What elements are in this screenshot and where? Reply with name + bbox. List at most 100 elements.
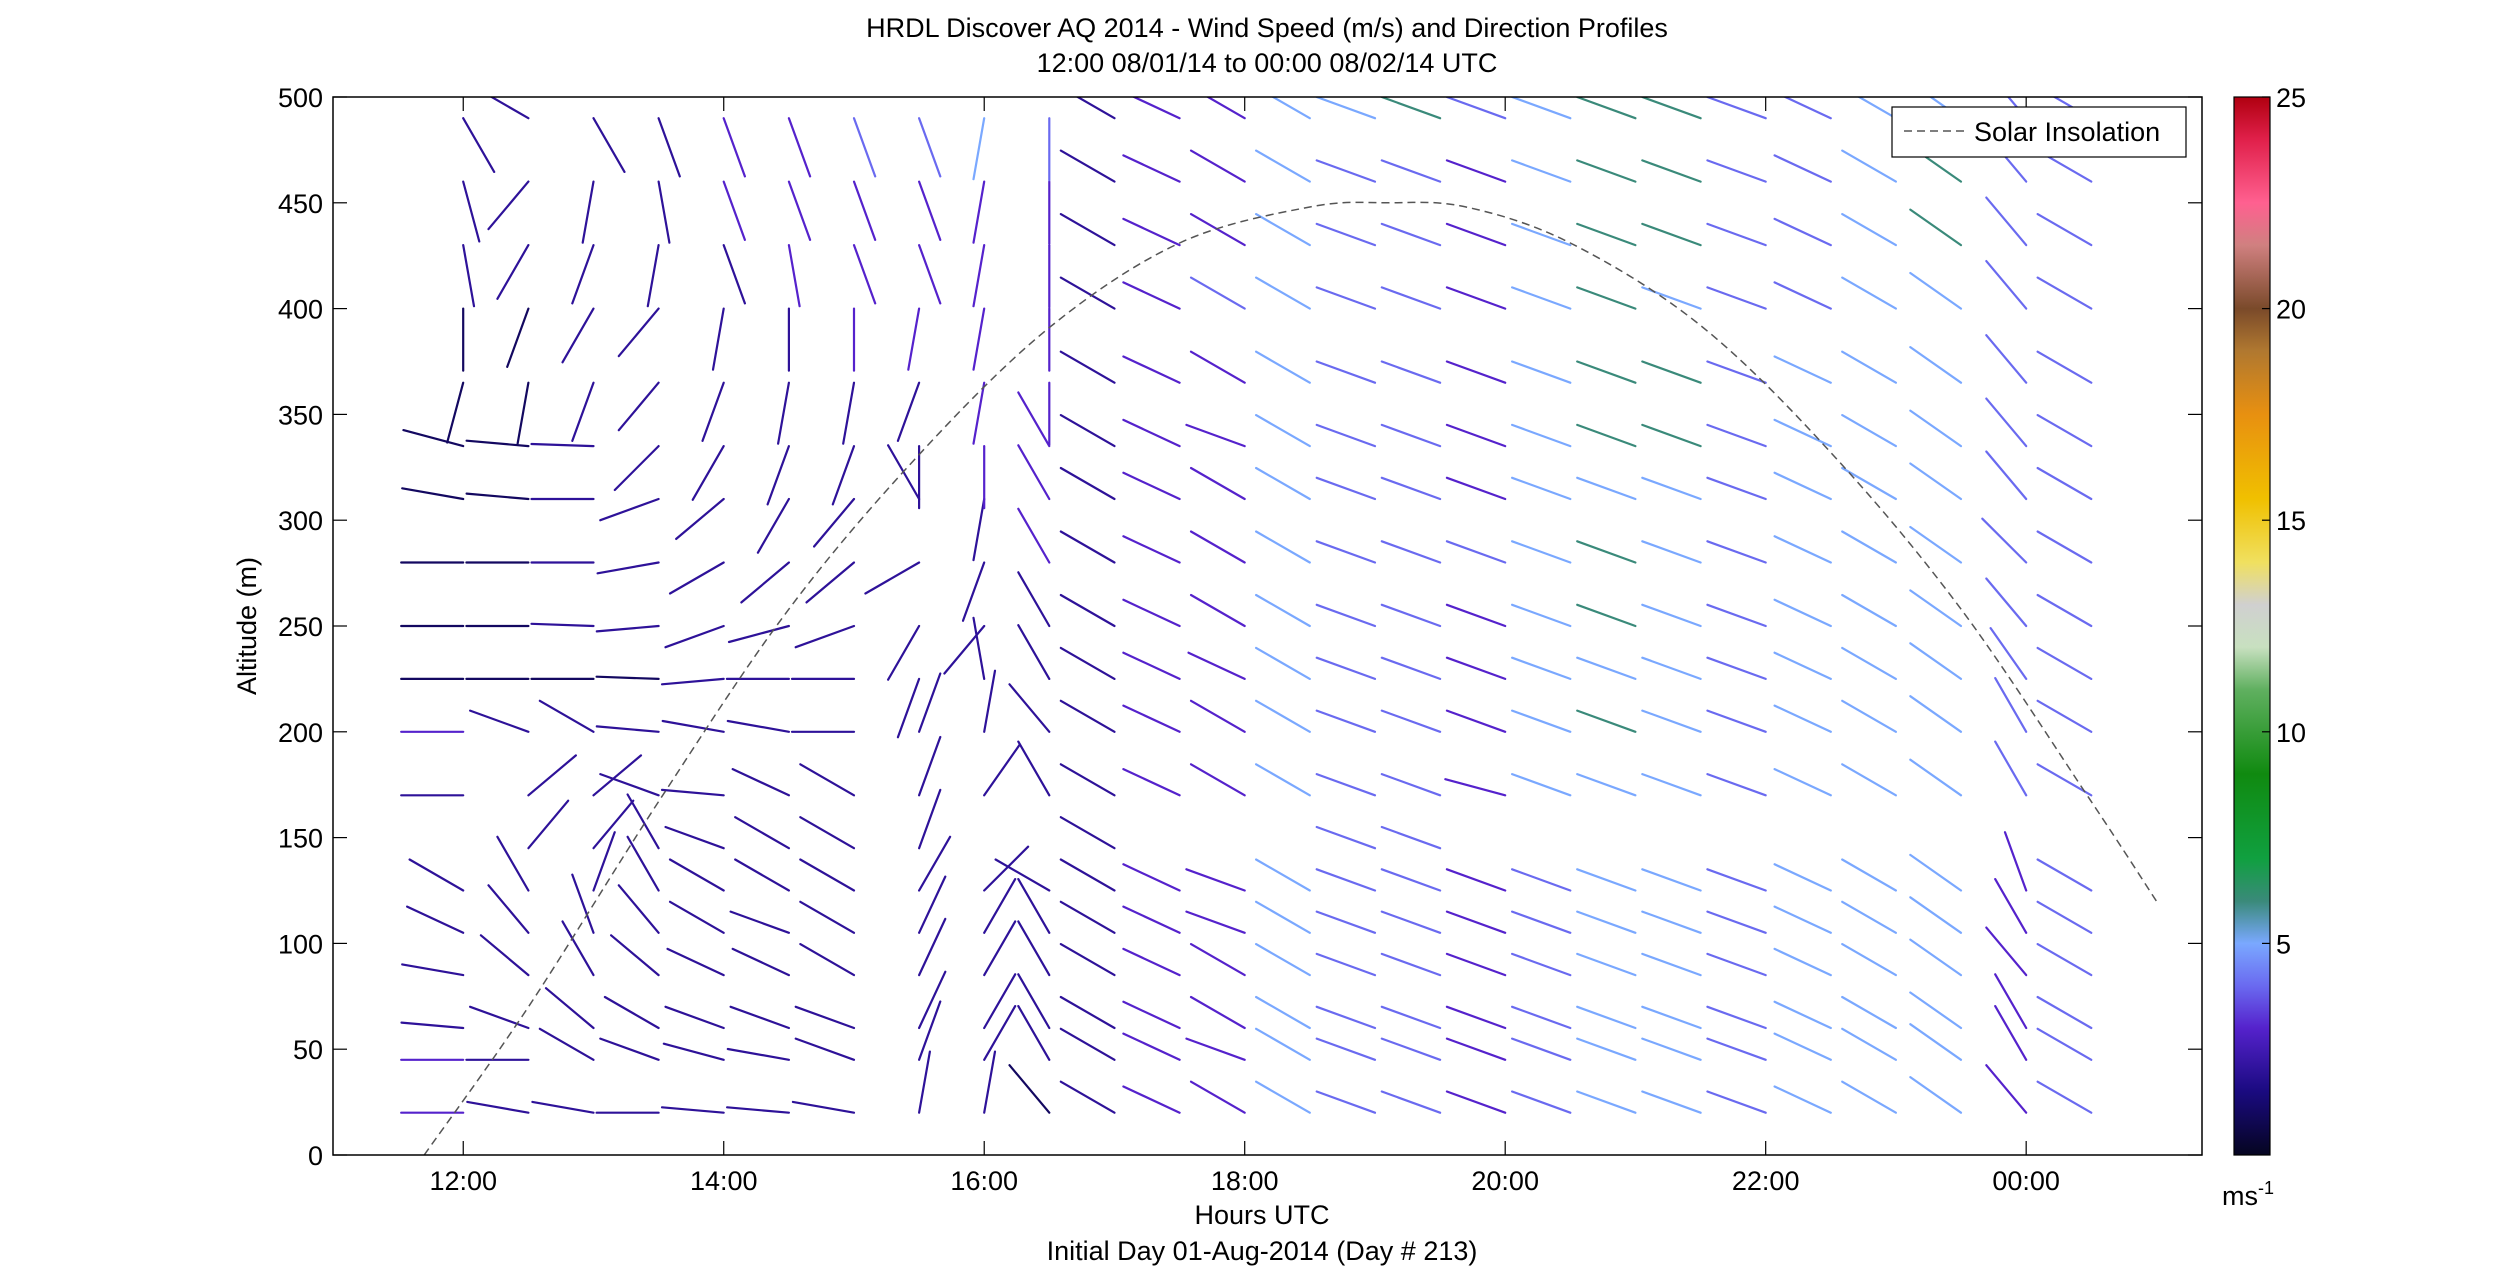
wind-vector [1510, 222, 1572, 247]
wind-vector [1008, 683, 1051, 733]
wind-vector [1994, 1004, 2028, 1061]
wind-vector [538, 699, 595, 733]
wind-vector [917, 672, 942, 733]
wind-vector [1576, 159, 1637, 183]
wind-vector [1641, 1037, 1702, 1061]
wind-vector [1773, 1085, 1832, 1114]
wind-vector [626, 793, 660, 850]
wind-vector [1841, 699, 1898, 733]
wind-vector [1017, 624, 1051, 681]
wind-vector [462, 117, 496, 173]
wind-vector [1189, 530, 1246, 564]
wind-vector [1909, 642, 1963, 681]
wind-vector [1909, 409, 1963, 448]
wind-vector [691, 445, 725, 501]
wind-vector [1909, 1023, 1963, 1061]
wind-vector [1380, 222, 1442, 247]
wind-vector [1909, 853, 1963, 892]
wind-vector [1059, 995, 1116, 1030]
wind-vector [1315, 656, 1377, 681]
wind-vector [1773, 217, 1832, 247]
wind-vector [400, 1021, 465, 1030]
legend-label: Solar Insolation [1974, 117, 2160, 147]
wind-vector [660, 677, 725, 686]
wind-vector [1254, 350, 1311, 384]
wind-vector [1189, 763, 1246, 797]
wind-vector [2036, 995, 2093, 1030]
wind-vector [1189, 699, 1246, 733]
wind-vector [1773, 1000, 1832, 1030]
wind-vector [917, 835, 952, 892]
wind-vector [479, 934, 530, 977]
wind-vector [1254, 699, 1311, 733]
wind-vector [1909, 938, 1963, 977]
wind-vector [489, 97, 530, 120]
wind-vector [1841, 995, 1898, 1030]
wind-vector [1122, 355, 1181, 384]
wind-vector [917, 1000, 942, 1061]
wind-vector [983, 743, 1021, 797]
wind-vector [527, 799, 570, 850]
wind-vector [1380, 1037, 1442, 1061]
wind-vector [1445, 1005, 1507, 1030]
wind-vector [1773, 704, 1832, 733]
wind-vector [660, 788, 725, 797]
wind-vector [1706, 772, 1767, 797]
wind-vector [1445, 540, 1507, 564]
wind-vector [1909, 695, 1963, 733]
colorbar-tick-label: 15 [2276, 506, 2306, 536]
colorbar-tick-label: 5 [2276, 929, 2291, 959]
colorbar-ticks: 5 10 15 20 25 [2262, 83, 2306, 959]
wind-vector [1985, 450, 2028, 501]
wind-vector [1380, 656, 1442, 681]
wind-vector [791, 1100, 856, 1114]
wind-vector [2036, 530, 2093, 564]
wind-vector [561, 920, 595, 977]
colorbar-tick-label: 25 [2276, 83, 2306, 113]
wind-vector [1017, 920, 1051, 977]
wind-vector [1059, 1027, 1116, 1061]
wind-vector [626, 835, 660, 892]
wind-vector [799, 763, 856, 797]
wind-vector [1510, 97, 1572, 120]
wind-vector [1122, 471, 1181, 501]
wind-vector [1315, 772, 1377, 797]
wind-vector [1017, 571, 1051, 628]
wind-vector [1315, 1005, 1377, 1030]
wind-vector [1189, 995, 1246, 1030]
wind-vector [1254, 763, 1311, 797]
wind-vector [1981, 517, 2028, 564]
x-tick-label: 20:00 [1471, 1166, 1539, 1196]
wind-vector [527, 754, 578, 797]
wind-vector [1380, 772, 1442, 797]
y-tick-label: 200 [278, 718, 323, 748]
wind-vector [1254, 213, 1311, 247]
wind-vector [469, 709, 530, 733]
wind-vector [1841, 149, 1898, 183]
wind-vector [1059, 858, 1116, 892]
wind-vector [1909, 589, 1963, 628]
wind-vector [1017, 444, 1051, 501]
wind-vector [530, 442, 595, 448]
wind-vector [1909, 462, 1963, 501]
wind-vector [734, 858, 791, 892]
wind-vector [727, 624, 791, 644]
wind-vector [729, 910, 791, 934]
y-tick-label: 0 [308, 1141, 323, 1171]
wind-vector [1510, 910, 1572, 934]
wind-vector [1782, 97, 1832, 120]
wind-vector [1773, 947, 1832, 977]
wind-vector [1641, 910, 1702, 934]
wind-vector [972, 180, 986, 244]
wind-vector [2036, 276, 2093, 310]
x-axis-sublabel: Initial Day 01-Aug-2014 (Day # 213) [1047, 1236, 1478, 1266]
wind-vector [668, 858, 725, 892]
wind-vector [1510, 952, 1572, 977]
wind-vector [1510, 656, 1572, 681]
wind-vector [1641, 286, 1702, 310]
wind-vector [1254, 995, 1311, 1030]
wind-vector [1185, 423, 1246, 448]
wind-vector [799, 816, 856, 850]
wind-vector [1059, 699, 1116, 733]
wind-vector [402, 429, 465, 448]
